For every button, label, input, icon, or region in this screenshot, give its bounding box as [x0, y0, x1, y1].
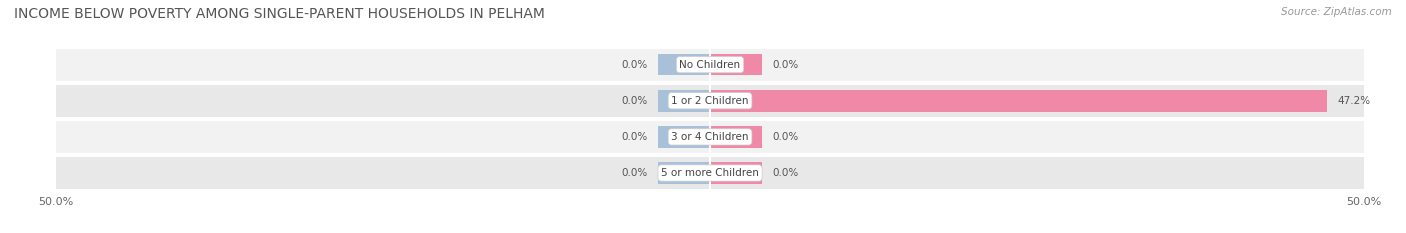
Bar [658, 126, 710, 148]
Text: INCOME BELOW POVERTY AMONG SINGLE-PARENT HOUSEHOLDS IN PELHAM: INCOME BELOW POVERTY AMONG SINGLE-PARENT… [14, 7, 546, 21]
Bar [658, 90, 710, 112]
Text: 0.0%: 0.0% [621, 60, 647, 70]
Bar [710, 54, 762, 75]
Text: 47.2%: 47.2% [1337, 96, 1371, 106]
Text: Source: ZipAtlas.com: Source: ZipAtlas.com [1281, 7, 1392, 17]
Text: No Children: No Children [679, 60, 741, 70]
Bar [658, 54, 710, 75]
Bar [710, 126, 762, 148]
Text: 0.0%: 0.0% [621, 132, 647, 142]
Bar [56, 157, 1364, 189]
Text: 5 or more Children: 5 or more Children [661, 168, 759, 178]
Bar [710, 162, 762, 184]
Text: 0.0%: 0.0% [621, 96, 647, 106]
Text: 0.0%: 0.0% [773, 168, 799, 178]
Bar [56, 49, 1364, 81]
Bar [56, 85, 1364, 117]
Text: 0.0%: 0.0% [773, 132, 799, 142]
Text: 3 or 4 Children: 3 or 4 Children [671, 132, 749, 142]
Text: 1 or 2 Children: 1 or 2 Children [671, 96, 749, 106]
Bar [56, 121, 1364, 153]
Text: 0.0%: 0.0% [621, 168, 647, 178]
Text: 0.0%: 0.0% [773, 60, 799, 70]
Bar [658, 162, 710, 184]
Bar [710, 90, 1327, 112]
